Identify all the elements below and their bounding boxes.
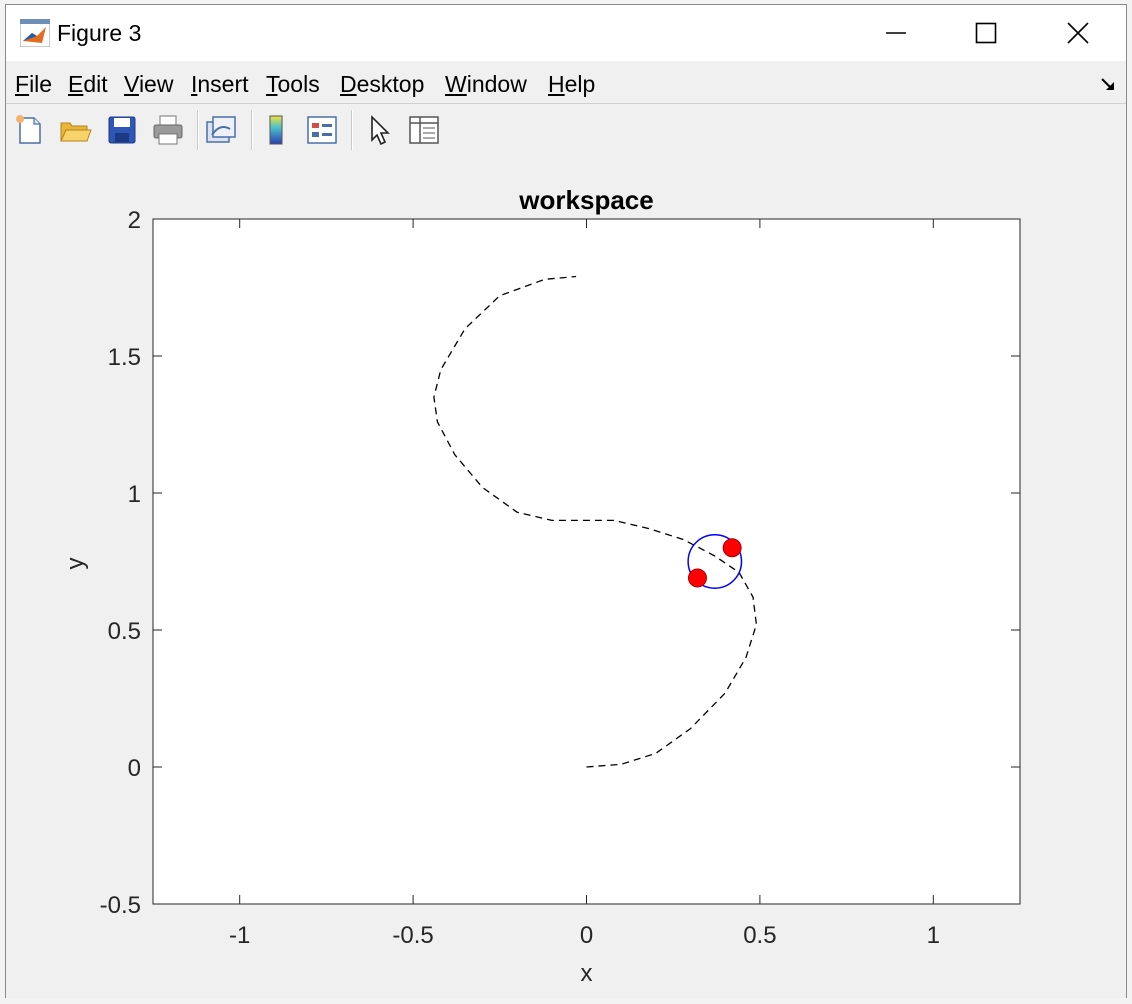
maximize-icon xyxy=(975,22,997,44)
x-tick-label: 1 xyxy=(927,922,940,949)
maximize-button[interactable] xyxy=(941,5,1031,61)
red-marker xyxy=(722,538,742,558)
y-axis-label: y xyxy=(62,558,89,570)
menu-edit-accel: E xyxy=(68,71,84,97)
menu-insert-label: nsert xyxy=(197,71,249,97)
chart-title: workspace xyxy=(518,185,653,215)
title-bar[interactable]: Figure 3 xyxy=(6,5,1126,61)
menu-bar: File Edit View Insert Tools Desktop Wind… xyxy=(6,61,1126,105)
menu-help-label: elp xyxy=(564,71,596,97)
dock-arrow-icon[interactable] xyxy=(1100,75,1118,93)
menu-file[interactable]: File xyxy=(15,71,52,98)
toolbar-separator xyxy=(197,110,199,150)
y-tick-label: 0.5 xyxy=(108,618,141,645)
open-file-icon[interactable] xyxy=(58,113,92,147)
y-tick-label: 2 xyxy=(128,207,141,234)
save-icon[interactable] xyxy=(105,113,139,147)
legend-icon[interactable] xyxy=(305,113,339,147)
menu-view[interactable]: View xyxy=(124,71,173,98)
window-title: Figure 3 xyxy=(57,20,142,46)
x-tick-label: -1 xyxy=(229,922,250,949)
property-inspector-icon[interactable] xyxy=(407,113,441,147)
colorbar-icon[interactable] xyxy=(259,113,293,147)
menu-desktop-accel: D xyxy=(340,71,357,97)
axis-ticks xyxy=(153,218,1020,905)
y-tick-label: 1 xyxy=(128,481,141,508)
figure-window: Figure 3 File Edit View Insert Tools Des… xyxy=(5,4,1127,998)
red-marker xyxy=(687,568,707,588)
print-icon[interactable] xyxy=(151,113,185,147)
menu-file-label: ile xyxy=(29,71,53,97)
axes-box[interactable] xyxy=(152,218,1021,905)
y-tick-label: 1.5 xyxy=(108,344,141,371)
figure-canvas: -1 -0.5 0 0.5 1 -0.5 0 0.5 1 1.5 2 workspace x y xyxy=(6,156,1126,998)
toolbar-separator xyxy=(351,110,353,150)
close-icon xyxy=(1067,22,1089,44)
menu-tools[interactable]: Tools xyxy=(266,71,320,98)
series-layer xyxy=(433,275,758,768)
plot-chart[interactable]: -1 -0.5 0 0.5 1 -0.5 0 0.5 1 1.5 2 workspace x y xyxy=(6,156,1128,998)
menu-view-accel: V xyxy=(124,71,139,97)
y-tick-label: 0 xyxy=(128,755,141,782)
menu-edit-label: dit xyxy=(83,71,108,97)
x-tick-label: 0.5 xyxy=(743,922,776,949)
menu-tools-label: ools xyxy=(277,71,320,97)
menu-insert-accel: I xyxy=(191,71,198,97)
matlab-icon xyxy=(20,19,50,47)
menu-desktop-label: esktop xyxy=(356,71,425,97)
x-axis-label: x xyxy=(581,960,593,987)
menu-edit[interactable]: Edit xyxy=(68,71,108,98)
toolbar-separator xyxy=(251,110,253,150)
robot-circle xyxy=(687,534,743,589)
toolbar xyxy=(6,103,1126,157)
menu-view-label: iew xyxy=(138,71,174,97)
y-tick-label: -0.5 xyxy=(100,892,141,919)
menu-bar-background xyxy=(6,61,606,105)
menu-window-accel: W xyxy=(445,71,467,97)
menu-window-label: indow xyxy=(466,71,527,97)
minimize-icon xyxy=(886,32,906,34)
menu-help[interactable]: Help xyxy=(548,71,595,98)
x-tick-label: -0.5 xyxy=(392,922,433,949)
menu-desktop[interactable]: Desktop xyxy=(340,71,424,98)
axis-tick-labels: -1 -0.5 0 0.5 1 -0.5 0 0.5 1 1.5 2 xyxy=(100,207,940,949)
new-figure-icon[interactable] xyxy=(12,113,46,147)
menu-help-accel: H xyxy=(548,71,565,97)
menu-insert[interactable]: Insert xyxy=(191,71,249,98)
x-tick-label: 0 xyxy=(580,922,593,949)
menu-tools-accel: T xyxy=(266,71,278,97)
close-button[interactable] xyxy=(1033,5,1123,61)
menu-file-accel: F xyxy=(15,71,30,97)
minimize-button[interactable] xyxy=(851,5,941,61)
link-plot-icon[interactable] xyxy=(204,113,238,147)
menu-window[interactable]: Window xyxy=(445,71,527,98)
pointer-icon[interactable] xyxy=(362,113,396,147)
